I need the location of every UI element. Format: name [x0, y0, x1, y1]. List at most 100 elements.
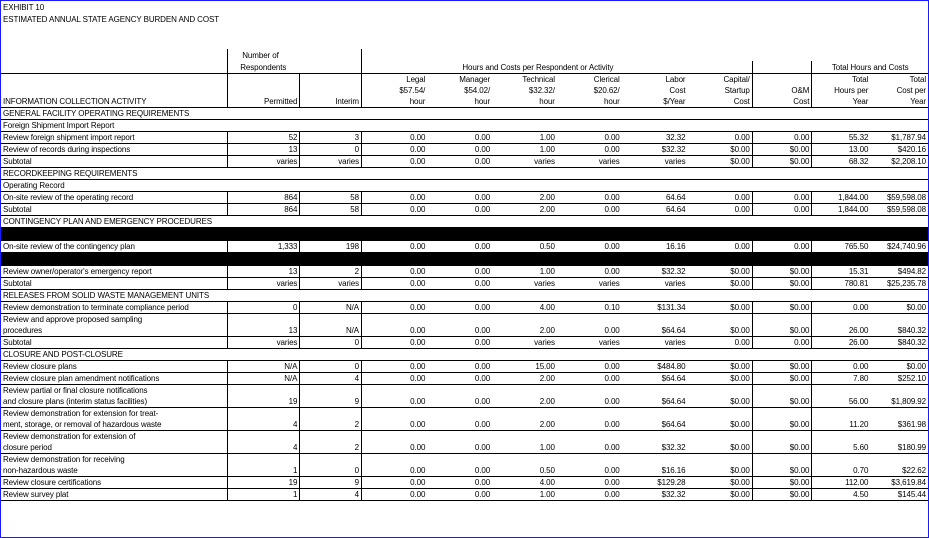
- technical-cell: 2.00: [492, 191, 557, 204]
- table-row: procedures 13 N/A 0.00 0.00 2.00 0.00 $64.64 $0.…: [1, 325, 928, 337]
- hours-cell: 4.50: [811, 488, 871, 501]
- technical-cell: 1.00: [492, 143, 557, 156]
- permitted-cell: [227, 430, 301, 442]
- clerical-cell: 0.00: [556, 396, 622, 408]
- capital-cell: $0.00: [687, 442, 753, 454]
- technical-cell: 2.00: [492, 372, 557, 385]
- clerical-cell: 0.00: [556, 241, 622, 253]
- labor-cell: [622, 454, 688, 466]
- table-row: Review partial or final closure notifica…: [1, 384, 928, 397]
- capital-cell: $0.00: [687, 143, 753, 156]
- labor-cell: $484.80: [621, 360, 688, 373]
- hours-cell: [811, 430, 871, 442]
- activity-cell: Review foreign shipment import report: [1, 131, 229, 144]
- subsection-title: Operating Record: [1, 179, 928, 192]
- table-row: Review survey plat 1 4 0.00 0.00 1.00 0.00 $32.…: [1, 488, 928, 501]
- manager-cell: 0.00: [427, 325, 493, 337]
- permitted-cell: varies: [227, 155, 301, 168]
- interim-cell: varies: [299, 155, 362, 168]
- labor-cell: 64.64: [621, 203, 688, 216]
- technical-cell: [492, 408, 557, 420]
- hours-cell: 765.50: [811, 241, 871, 253]
- legal-cell: 0.00: [361, 465, 428, 477]
- om-cell: [751, 313, 812, 325]
- cost-cell: $59,598.08: [870, 191, 928, 204]
- capital-cell: 0.00: [687, 203, 753, 216]
- om-cell: $0.00: [751, 325, 812, 337]
- permitted-cell: 864: [227, 191, 301, 204]
- technical-cell: 1.00: [492, 488, 557, 501]
- technical-cell: 0.50: [492, 465, 557, 477]
- cost-cell: $0.00: [870, 301, 928, 314]
- permitted-cell: 19: [227, 476, 301, 489]
- manager-cell: 0.00: [427, 266, 493, 278]
- cost-cell: [870, 408, 928, 420]
- header-row-4: $57.54/ $54.02/ $32.32/ $20.62/ Cost Sta…: [1, 85, 928, 96]
- permitted-cell: [227, 384, 301, 396]
- cost-cell: $420.16: [870, 143, 928, 156]
- clerical-cell: 0.10: [556, 301, 622, 314]
- capital-cell: [687, 431, 752, 443]
- permitted-cell: 52: [227, 131, 301, 144]
- capital-cell: $0.00: [687, 396, 753, 408]
- legal-cell: 0.00: [361, 241, 428, 253]
- clerical-cell: 0.00: [556, 191, 622, 204]
- subsection-row: Operating Record: [1, 179, 928, 192]
- capital-cell: 0.00: [687, 131, 753, 144]
- technical-cell: 1.00: [492, 442, 557, 454]
- header-row-2: Respondents Hours and Costs per Responde…: [1, 61, 928, 74]
- activity-cell: procedures: [1, 325, 229, 337]
- hours-cell: 0.00: [811, 301, 871, 314]
- header-row-3: Legal Manager Technical Clerical Labor C…: [1, 73, 928, 85]
- technical-rate: $32.32/: [528, 86, 555, 95]
- technical-cell: [492, 385, 557, 397]
- cost-cell: $24,740.96: [870, 241, 928, 253]
- labor-cell: 64.64: [621, 191, 688, 204]
- interim-cell: [299, 407, 362, 419]
- technical-cell: 4.00: [492, 476, 557, 489]
- hours-cell: 5.60: [811, 442, 871, 454]
- manager-cell: [427, 431, 492, 443]
- legal-cell: [361, 454, 427, 466]
- permitted-cell: varies: [227, 336, 301, 349]
- activity-cell: Review survey plat: [1, 488, 229, 501]
- black-band: [1, 252, 928, 266]
- interim-cell: 9: [299, 396, 362, 408]
- legal-cell: 0.00: [361, 143, 428, 156]
- table-row: Review closure plans N/A 0 0.00 0.00 15.00 0.0…: [1, 360, 928, 373]
- legal-header: Legal: [406, 75, 426, 84]
- om-cell: [751, 430, 812, 442]
- interim-cell: 9: [299, 476, 362, 489]
- table-row: Review and approve proposed sampling: [1, 313, 928, 325]
- interim-cell: N/A: [299, 325, 362, 337]
- labor-cell: $32.32: [621, 442, 688, 454]
- technical-cell: 4.00: [492, 301, 557, 314]
- capital-cell: $0.00: [687, 301, 753, 314]
- om-cell: $0.00: [751, 476, 812, 489]
- manager-cell: [427, 454, 492, 466]
- hours-cell: [811, 407, 871, 419]
- technical-cell: 15.00: [492, 360, 557, 373]
- interim-cell: 3: [299, 131, 362, 144]
- interim-cell: [299, 430, 362, 442]
- clerical-cell: 0.00: [556, 372, 622, 385]
- interim-cell: 198: [299, 241, 362, 253]
- labor-header-2: Cost: [669, 86, 686, 95]
- activity-cell: Review partial or final closure notifica…: [1, 384, 229, 396]
- cost-cell: $494.82: [870, 266, 928, 278]
- interim-cell: 2: [299, 442, 362, 454]
- labor-cell: $32.32: [621, 488, 688, 501]
- activity-cell: Review closure plan amendment notificati…: [1, 372, 229, 385]
- capital-cell: $0.00: [687, 419, 753, 431]
- cost-cell: $180.99: [870, 442, 928, 454]
- respondents-header: Respondents: [227, 61, 362, 74]
- manager-cell: 0.00: [427, 396, 493, 408]
- clerical-cell: varies: [556, 155, 622, 168]
- cost-cell: [870, 454, 928, 466]
- labor-cell: 32.32: [621, 131, 688, 144]
- om-cell: 0.00: [751, 336, 812, 349]
- om-cell: $0.00: [751, 277, 812, 290]
- permitted-cell: 13: [227, 143, 301, 156]
- hours-cell: 0.00: [811, 360, 871, 373]
- total-cost-header-2: Cost per: [896, 86, 927, 95]
